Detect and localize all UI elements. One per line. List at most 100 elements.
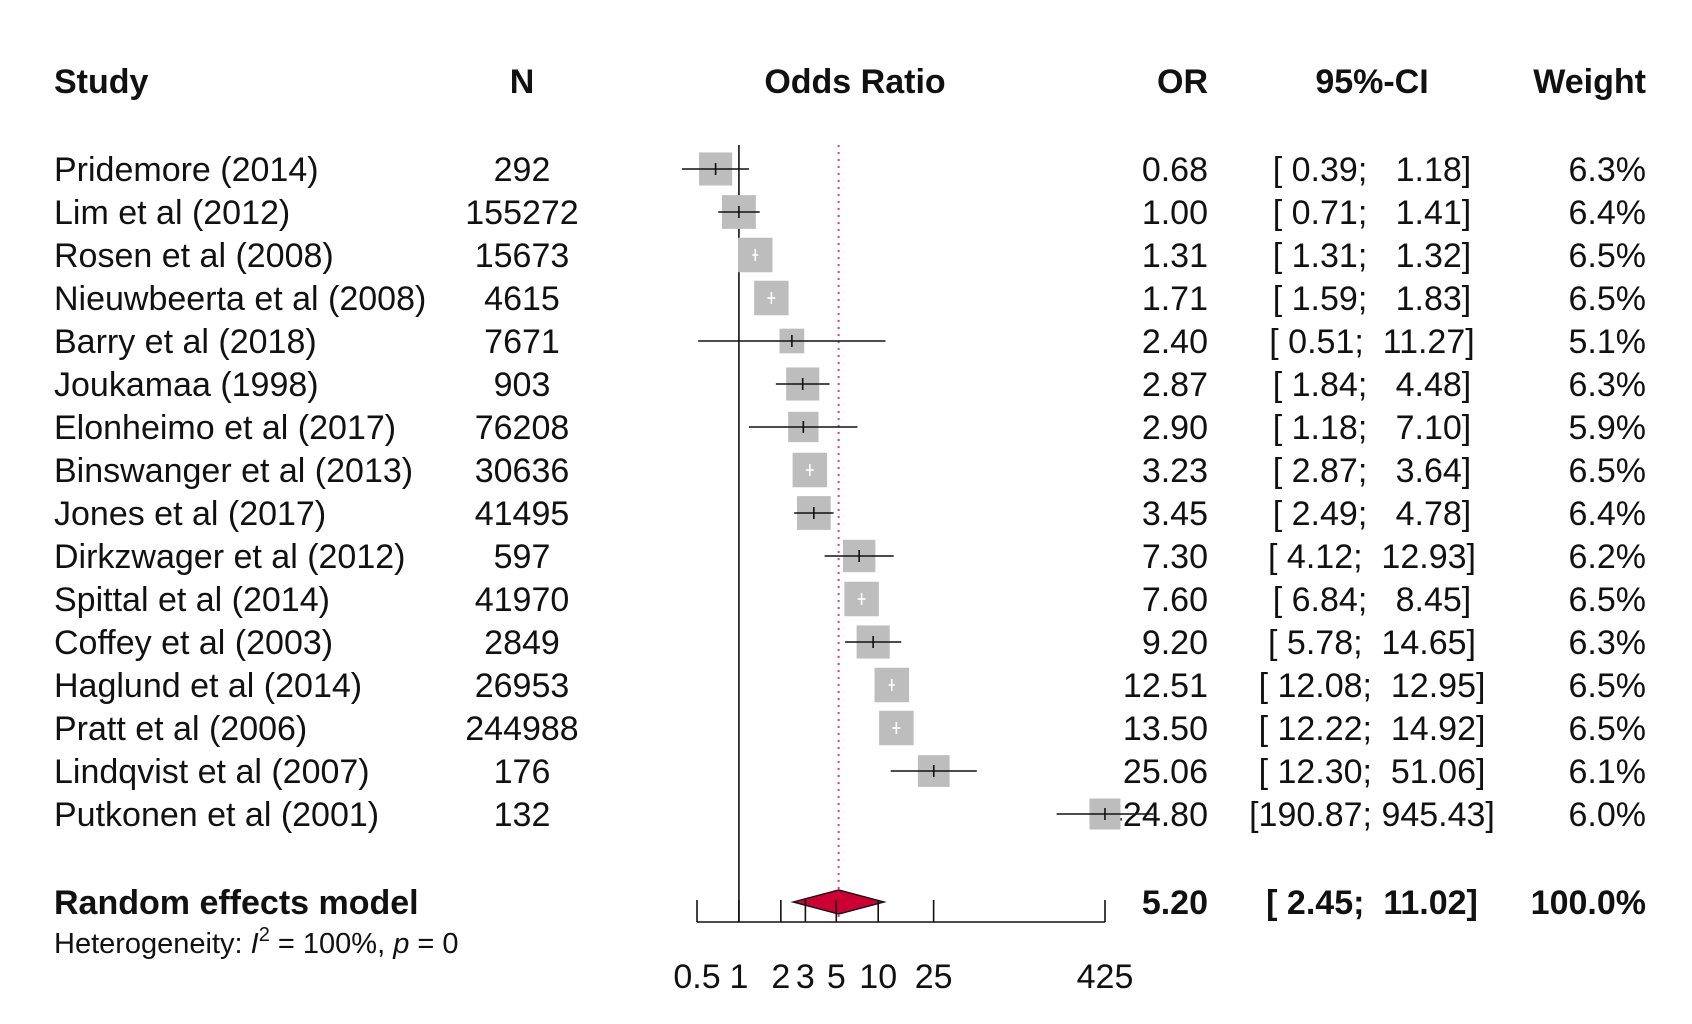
study-or: 1.31: [1142, 237, 1208, 275]
study-ci: [ 0.39; 1.18]: [1273, 151, 1471, 189]
study-name: Rosen et al (2008): [54, 237, 334, 275]
study-name: Jones et al (2017): [54, 495, 326, 533]
study-ci: [ 12.08; 12.95]: [1259, 667, 1486, 705]
pooled-weight: 100.0%: [1531, 884, 1646, 922]
study-name: Pratt et al (2006): [54, 710, 307, 748]
study-or: 2.87: [1142, 366, 1208, 404]
study-weight: 6.1%: [1569, 753, 1647, 791]
header-ci: 95%-CI: [1315, 63, 1428, 101]
plot-area: [738, 145, 840, 922]
x-tick-label: 10: [859, 958, 897, 996]
study-weight: 6.4%: [1569, 495, 1647, 533]
x-tick-label: 2: [771, 958, 790, 996]
pooled-diamond: [790, 889, 887, 915]
study-or: 9.20: [1142, 624, 1208, 662]
study-ci: [ 0.51; 11.27]: [1269, 323, 1474, 361]
study-name: Spittal et al (2014): [54, 581, 330, 619]
study-ci: [ 12.22; 14.92]: [1259, 710, 1486, 748]
study-or: 0.68: [1142, 151, 1208, 189]
study-name: Haglund et al (2014): [54, 667, 362, 705]
study-weight: 6.5%: [1569, 280, 1647, 318]
study-weight: 6.3%: [1569, 366, 1647, 404]
study-ci: [ 1.18; 7.10]: [1273, 409, 1471, 447]
study-or: 3.45: [1142, 495, 1208, 533]
study-n: 903: [494, 366, 551, 404]
study-weight: 5.1%: [1569, 323, 1647, 361]
study-weight: 5.9%: [1569, 409, 1647, 447]
study-weight: 6.3%: [1569, 624, 1647, 662]
study-n: 7671: [484, 323, 560, 361]
study-weight: 6.4%: [1569, 194, 1647, 232]
study-or: 2.90: [1142, 409, 1208, 447]
study-n: 132: [494, 796, 551, 834]
study-ci: [ 12.30; 51.06]: [1259, 753, 1486, 791]
study-weight: 6.5%: [1569, 237, 1647, 275]
study-name: Lindqvist et al (2007): [54, 753, 370, 791]
header-n: N: [510, 63, 535, 101]
header-odds-ratio: Odds Ratio: [764, 63, 945, 101]
study-or: 2.40: [1142, 323, 1208, 361]
study-weight: 6.5%: [1569, 667, 1647, 705]
study-weight: 6.0%: [1569, 796, 1647, 834]
study-rows: Pridemore (2014) 292 0.68 [ 0.39; 1.18] 6.3%…: [54, 151, 1646, 834]
study-n: 41970: [475, 581, 570, 619]
study-ci: [ 1.59; 1.83]: [1273, 280, 1471, 318]
study-weight: 6.2%: [1569, 538, 1647, 576]
study-or: 1.71: [1142, 280, 1208, 318]
study-n: 597: [494, 538, 551, 576]
x-tick-label: 25: [915, 958, 953, 996]
pooled-name: Random effects model: [54, 884, 419, 922]
study-ci: [190.87; 945.43]: [1249, 796, 1495, 834]
study-weight: 6.3%: [1569, 151, 1647, 189]
study-or: 424.80: [1104, 796, 1208, 834]
x-tick-label: 1: [729, 958, 748, 996]
pooled-ci: [ 2.45; 11.02]: [1266, 884, 1478, 922]
study-n: 2849: [484, 624, 560, 662]
x-tick-label: 3: [796, 958, 815, 996]
study-weight: 6.5%: [1569, 452, 1647, 490]
study-or: 3.23: [1142, 452, 1208, 490]
study-name: Joukamaa (1998): [54, 366, 319, 404]
study-ci: [ 2.49; 4.78]: [1273, 495, 1471, 533]
study-ci: [ 4.12; 12.93]: [1268, 538, 1476, 576]
header-or: OR: [1157, 63, 1208, 101]
study-name: Pridemore (2014): [54, 151, 319, 189]
study-or: 7.30: [1142, 538, 1208, 576]
study-n: 244988: [465, 710, 578, 748]
study-ci: [ 6.84; 8.45]: [1273, 581, 1471, 619]
study-name: Binswanger et al (2013): [54, 452, 413, 490]
x-tick-label: 5: [827, 958, 846, 996]
study-n: 41495: [475, 495, 570, 533]
x-axis: 0.5 1 2 3 5 10 25 425: [673, 900, 1133, 996]
study-n: 176: [494, 753, 551, 791]
x-tick-label: 0.5: [673, 958, 720, 996]
study-ci: [ 1.84; 4.48]: [1273, 366, 1471, 404]
pooled-or: 5.20: [1142, 884, 1208, 922]
x-tick-label: 425: [1077, 958, 1134, 996]
study-or: 25.06: [1123, 753, 1208, 791]
study-name: Dirkzwager et al (2012): [54, 538, 405, 576]
study-name: Elonheimo et al (2017): [54, 409, 396, 447]
study-n: 76208: [475, 409, 570, 447]
study-ci: [ 5.78; 14.65]: [1268, 624, 1476, 662]
study-or: 1.00: [1142, 194, 1208, 232]
summary-row: Random effects model 5.20 [ 2.45; 11.02] 10…: [54, 884, 1646, 922]
study-ci: [ 2.87; 3.64]: [1273, 452, 1471, 490]
study-n: 26953: [475, 667, 570, 705]
header-weight: Weight: [1533, 63, 1646, 101]
study-or: 13.50: [1123, 710, 1208, 748]
study-ci: [ 1.31; 1.32]: [1273, 237, 1471, 275]
study-weight: 6.5%: [1569, 710, 1647, 748]
study-name: Nieuwbeerta et al (2008): [54, 280, 426, 318]
study-ci: [ 0.71; 1.41]: [1273, 194, 1471, 232]
study-or: 12.51: [1123, 667, 1208, 705]
heterogeneity-text: Heterogeneity: I2 = 100%, p = 0: [54, 924, 459, 960]
study-or: 7.60: [1142, 581, 1208, 619]
header-study: Study: [54, 63, 149, 101]
study-n: 155272: [465, 194, 578, 232]
study-n: 30636: [475, 452, 570, 490]
study-n: 292: [494, 151, 551, 189]
study-name: Putkonen et al (2001): [54, 796, 379, 834]
study-name: Lim et al (2012): [54, 194, 290, 232]
